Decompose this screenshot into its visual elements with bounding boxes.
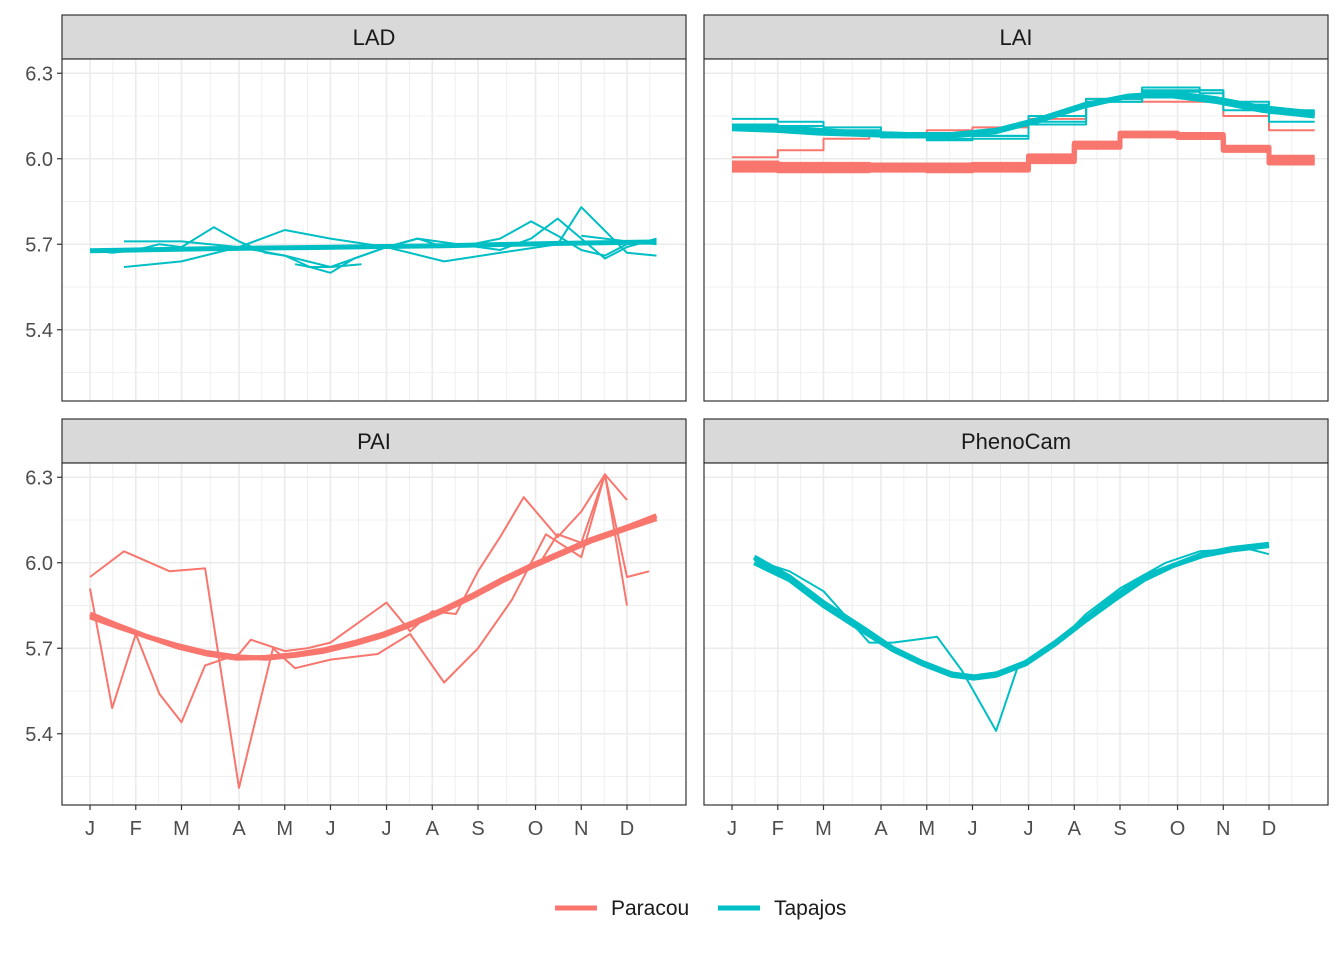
plot-background (62, 59, 686, 401)
series-line-paracou (89, 473, 628, 724)
y-tick-label: 6.3 (25, 63, 53, 85)
y-tick-label: 5.4 (25, 320, 53, 342)
y-tick-label: 5.7 (25, 638, 53, 660)
y-tick-label: 6.0 (25, 149, 53, 171)
x-tick-label: N (1216, 818, 1230, 840)
panel-lai: LAI (703, 14, 1329, 402)
series-line-tapajos (294, 263, 362, 268)
panel-border (61, 58, 687, 402)
panel-strip (61, 14, 687, 60)
panel-lad: LAD 5.4 5.7 6.0 6.3 (25, 14, 687, 402)
series-line-tapajos (731, 90, 1315, 139)
series-line-paracou (89, 473, 628, 789)
x-tick-label: A (426, 818, 440, 840)
series-line-tapajos (89, 239, 657, 254)
x-tick-label: M (276, 818, 293, 840)
panel-strip (703, 418, 1329, 464)
series-line-paracou (89, 513, 658, 661)
x-tick-label: M (815, 818, 832, 840)
series-group (752, 541, 1270, 732)
x-tick-label: F (772, 818, 784, 840)
panel-strip (703, 14, 1329, 60)
plot-background (704, 463, 1328, 805)
x-tick-label: N (574, 818, 588, 840)
series-line-paracou (539, 473, 650, 578)
x-tick-label: J (1024, 818, 1034, 840)
panel-title: PAI (357, 429, 391, 454)
x-tick-label: S (1113, 818, 1126, 840)
x-tick-label: D (1262, 818, 1276, 840)
x-tick-label: J (85, 818, 95, 840)
plot-background (62, 463, 686, 805)
x-tick-label: D (620, 818, 634, 840)
panel-strip (61, 418, 687, 464)
y-tick-label: 6.3 (25, 467, 53, 489)
x-tick-label: J (727, 818, 737, 840)
x-tick-label: J (325, 818, 335, 840)
x-tick-label: S (471, 818, 484, 840)
panel-border (703, 462, 1329, 806)
panel-title: LAI (999, 25, 1032, 50)
y-tick-label: 5.7 (25, 234, 53, 256)
panels: LAD 5.4 5.7 6.0 6.3 LAI PAI 5.4 5.7 6.0 6.3 J F M A M J J… (25, 14, 1329, 840)
panel-phenocam: PhenoCam J F M A M J J A S O N D (703, 418, 1329, 840)
legend: Paracou Tapajos (555, 897, 846, 920)
x-tick-label: M (173, 818, 190, 840)
x-tick-label: O (528, 818, 544, 840)
panel-border (703, 58, 1329, 402)
y-tick-label: 5.4 (25, 724, 53, 746)
series-line-tapajos (753, 543, 1270, 681)
x-tick-label: M (918, 818, 935, 840)
panel-title: PhenoCam (961, 429, 1071, 454)
y-tick-label: 6.0 (25, 553, 53, 575)
x-tick-label: A (232, 818, 246, 840)
x-tick-label: J (967, 818, 977, 840)
series-line-paracou (732, 130, 1315, 168)
x-tick-label: O (1170, 818, 1186, 840)
series-group (89, 473, 658, 789)
x-tick-label: F (130, 818, 142, 840)
x-tick-label: J (382, 818, 392, 840)
x-tick-label: A (874, 818, 888, 840)
panel-pai: PAI 5.4 5.7 6.0 6.3 J F M A M J J A S O N D (25, 418, 687, 840)
panel-border (61, 462, 687, 806)
legend-label-paracou: Paracou (611, 897, 689, 920)
series-group (731, 86, 1315, 174)
legend-label-tapajos: Tapajos (774, 897, 846, 920)
series-group (89, 206, 657, 274)
x-tick-label: A (1068, 818, 1082, 840)
panel-title: LAD (353, 25, 396, 50)
